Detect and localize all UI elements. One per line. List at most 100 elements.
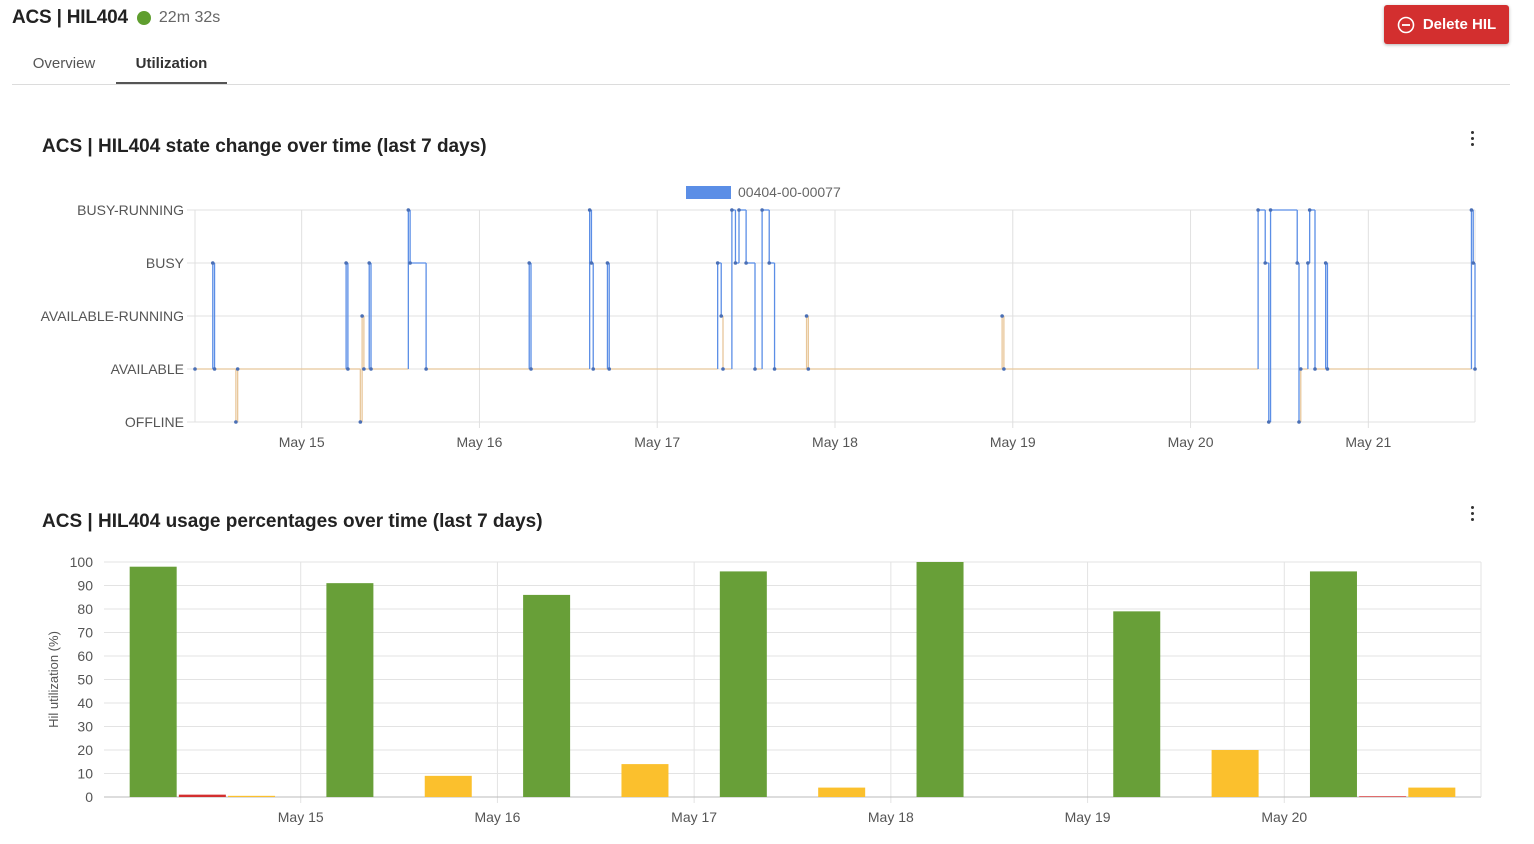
bar	[1408, 787, 1456, 797]
y-tick-label: 60	[77, 648, 93, 664]
y-tick-label: OFFLINE	[125, 414, 184, 430]
state-chart: OFFLINE AVAILABLE AVAILABLE-RUNNING BUSY BUS…	[41, 184, 1477, 450]
uptime-text: 22m 32s	[158, 9, 221, 26]
x-tick-label: May 19	[990, 434, 1036, 450]
x-tick-label: May 20	[1261, 809, 1307, 825]
tab-overview-label: Overview	[32, 54, 96, 72]
series-point	[1000, 314, 1004, 318]
series-point	[767, 261, 772, 265]
tab-bar: Overview Utilization	[12, 44, 1510, 85]
bar	[326, 583, 374, 797]
series-point	[719, 314, 724, 318]
series-point	[210, 261, 215, 265]
series-point	[772, 367, 777, 371]
series-point	[760, 208, 764, 212]
series-point	[737, 208, 741, 212]
minus-circle-icon	[1397, 16, 1415, 33]
x-tick-label: May 17	[634, 434, 680, 450]
series-point	[1298, 367, 1303, 371]
series-point	[360, 314, 364, 318]
page-header: ACS | HIL404 22m 32s	[12, 4, 220, 32]
series-point	[344, 261, 348, 265]
y-tick-label: 0	[85, 789, 93, 805]
bar	[1113, 611, 1161, 797]
tab-utilization-label: Utilization	[135, 54, 208, 72]
bar	[129, 566, 177, 797]
series-point	[1473, 367, 1477, 371]
series-point	[733, 261, 738, 265]
series-point	[1323, 261, 1328, 265]
series-point	[1471, 261, 1476, 265]
y-tick-label: AVAILABLE	[111, 361, 184, 377]
x-tick-label: May 19	[1065, 809, 1111, 825]
series-point	[1313, 367, 1317, 371]
x-tick-label: May 20	[1168, 434, 1214, 450]
bar	[523, 594, 571, 797]
kebab-menu-icon[interactable]	[1466, 129, 1478, 149]
tab-overview[interactable]: Overview	[12, 44, 116, 82]
series-point	[212, 367, 217, 371]
series-point	[362, 367, 366, 371]
series-point	[591, 367, 596, 371]
bar	[228, 795, 276, 797]
series-point	[753, 367, 757, 371]
series-point	[408, 261, 412, 265]
x-tick-label: May 16	[456, 434, 502, 450]
series-point	[804, 314, 809, 318]
y-tick-label: 100	[70, 554, 94, 570]
series-point	[721, 367, 725, 371]
bar	[621, 764, 669, 797]
page-title: ACS | HIL404	[12, 7, 128, 28]
series-point	[235, 367, 240, 371]
bar	[1211, 750, 1259, 797]
y-tick-label: AVAILABLE-RUNNING	[41, 308, 184, 324]
status-indicator	[136, 11, 151, 25]
series-point	[1263, 261, 1268, 265]
bar	[818, 787, 866, 797]
tab-utilization[interactable]: Utilization	[116, 44, 227, 84]
series-point	[1325, 367, 1330, 371]
series-point	[1295, 261, 1300, 265]
y-tick-label: 80	[77, 601, 93, 617]
kebab-menu-icon[interactable]	[1466, 504, 1478, 524]
y-tick-label: 30	[77, 719, 93, 735]
state-chart-title: ACS | HIL404 state change over time (las…	[42, 136, 487, 157]
bar	[178, 794, 226, 797]
series-point	[607, 367, 612, 371]
series-point	[1469, 208, 1474, 212]
bar	[1309, 571, 1357, 797]
x-tick-label: May 15	[278, 809, 324, 825]
y-tick-label: 70	[77, 625, 93, 641]
series-point	[715, 261, 720, 265]
x-tick-label: May 17	[671, 809, 717, 825]
series-point	[529, 367, 533, 371]
series-point	[527, 261, 532, 265]
series-point	[346, 367, 350, 371]
bar	[916, 562, 964, 797]
delete-hil-button[interactable]: Delete HIL	[1384, 5, 1509, 44]
series-point	[587, 208, 592, 212]
series-point	[1268, 208, 1273, 212]
series-point	[730, 208, 734, 212]
series-point	[369, 367, 373, 371]
series-point	[806, 367, 811, 371]
series-point	[193, 367, 197, 371]
y-tick-label: 10	[77, 766, 93, 782]
usage-chart: 0 10 20 30 40 50 60 70 80 90 100 May 15 May 16 May 17…	[46, 554, 1482, 825]
y-tick-label: 50	[77, 672, 93, 688]
series-point	[367, 261, 372, 265]
x-tick-label: May 15	[279, 434, 325, 450]
series-point	[406, 208, 411, 212]
y-tick-label: 40	[77, 695, 93, 711]
y-axis-label: Hil utilization (%)	[46, 631, 61, 728]
series-point	[589, 261, 594, 265]
y-tick-label: BUSY-RUNNING	[77, 202, 184, 218]
y-tick-label: 20	[77, 742, 93, 758]
bar	[1359, 796, 1407, 797]
legend-label: 00404-00-00077	[738, 184, 841, 200]
y-tick-label: 90	[77, 578, 93, 594]
legend-swatch	[686, 186, 731, 199]
y-tick-label: BUSY	[146, 255, 185, 271]
series-point	[358, 420, 363, 424]
series-point	[424, 367, 428, 371]
